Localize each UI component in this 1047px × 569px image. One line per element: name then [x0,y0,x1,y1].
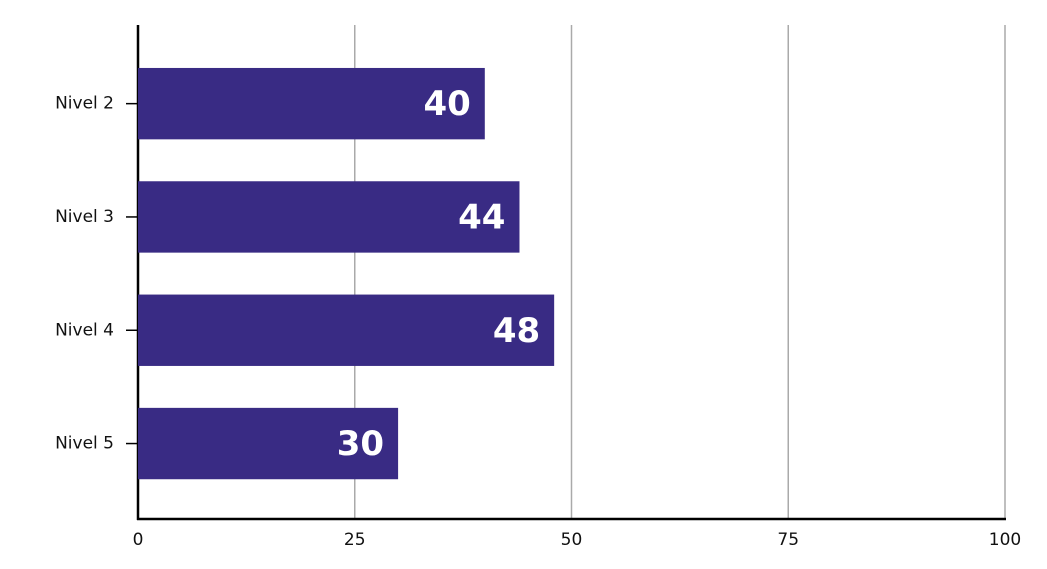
bar [138,181,520,253]
bar [138,294,555,366]
x-tick-label: 25 [344,530,366,550]
x-tick-label: 100 [989,530,1021,550]
x-tick-label: 0 [133,530,144,550]
value-label: 40 [423,84,470,124]
x-tick-label: 75 [777,530,799,550]
bar [138,67,485,140]
y-tick-label: Nivel 5 [55,434,114,454]
x-tick-label: 50 [561,530,583,550]
y-tick-label: Nivel 3 [55,207,114,227]
value-label: 44 [458,197,505,237]
value-label: 48 [493,311,540,351]
y-tick-label: Nivel 2 [55,94,114,114]
y-tick-label: Nivel 4 [55,320,114,340]
value-label: 30 [337,424,384,464]
bar [138,407,399,480]
